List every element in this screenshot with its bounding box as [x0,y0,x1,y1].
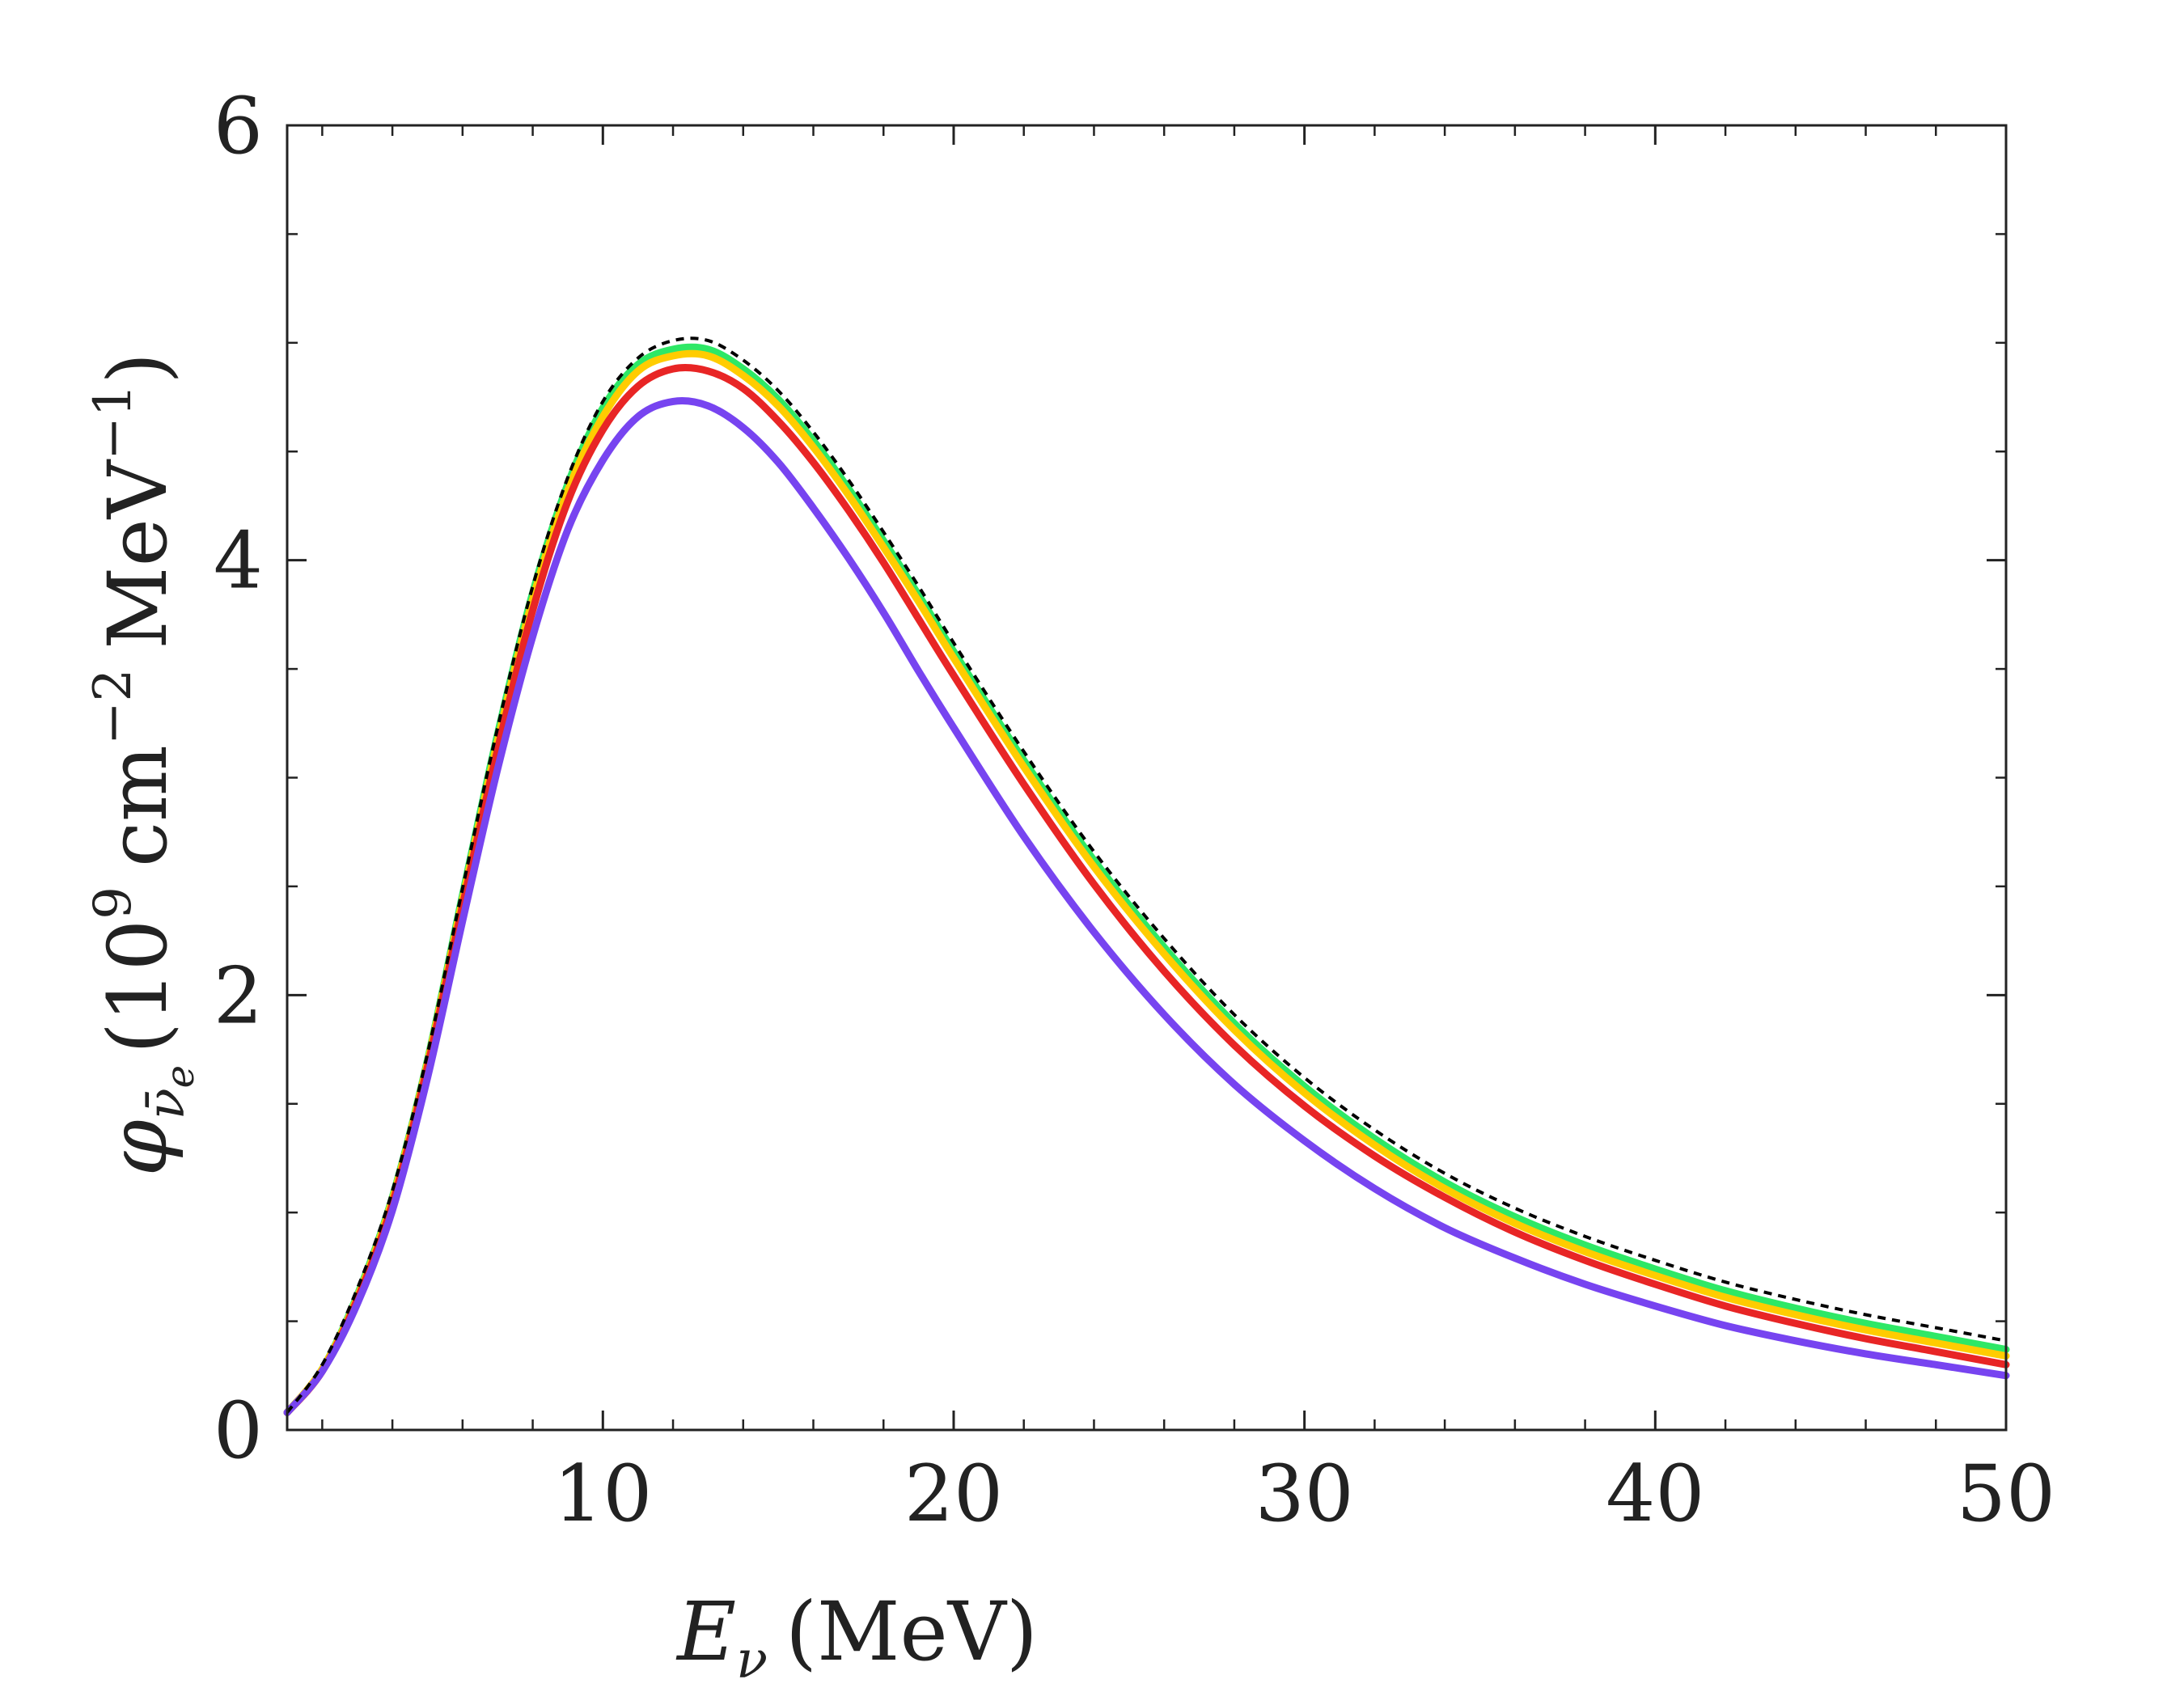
x-axis-title: Eν (MeV) [675,1584,1038,1690]
y-axis-unit2-exponent: −1 [83,384,143,460]
y-axis-subscript: ν̄ [137,1088,197,1119]
y-axis-exponent: 9 [83,886,143,920]
series-line-black-dashed [286,336,2007,1414]
x-tick-label: 50 [1957,1449,2055,1539]
y-axis-title: φν̄e (109 cm−2 MeV−1) [83,353,203,1177]
y-axis-subsubscript: e [158,1065,203,1088]
y-axis-close-paren: ) [91,353,185,384]
y-axis-symbol: φ [91,1119,185,1176]
x-axis-symbol: E [675,1584,736,1679]
y-tick-label: 6 [214,81,263,171]
tick-labels: 10 20 30 40 50 0 2 4 6 [214,81,2055,1539]
y-axis-unit2: MeV [91,459,185,649]
y-tick-label: 2 [214,950,263,1041]
data-series [283,336,2010,1416]
x-tick-label: 30 [1255,1449,1354,1539]
y-axis-open-paren: ( [91,1022,185,1054]
x-tick-label: 10 [553,1449,652,1539]
series-line-purple [283,397,2010,1416]
y-tick-label: 4 [214,516,263,607]
y-axis-unit1: cm [91,745,185,867]
y-axis-unit1-exponent: −2 [83,669,143,745]
x-axis-subscript: ν [736,1631,768,1690]
x-axis-unit: (MeV) [785,1584,1038,1679]
x-tick-label: 40 [1606,1449,1704,1539]
plot-frame [286,124,2008,1432]
y-axis-mantissa: 10 [91,920,185,1022]
y-tick-label: 0 [214,1385,263,1476]
x-tick-label: 20 [904,1449,1003,1539]
